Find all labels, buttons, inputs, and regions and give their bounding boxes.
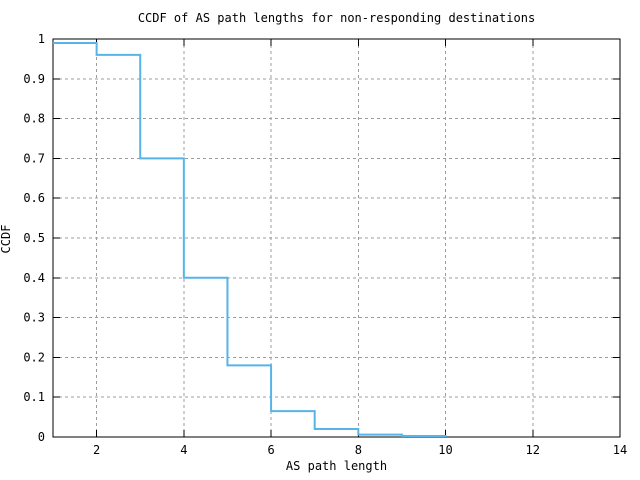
y-tick-label: 1 xyxy=(38,32,45,46)
chart-title: CCDF of AS path lengths for non-respondi… xyxy=(137,11,536,25)
y-tick-label: 0.5 xyxy=(23,231,45,245)
ccdf-step-line xyxy=(53,41,447,438)
y-tick-label: 0.2 xyxy=(23,350,45,364)
x-tick-label: 2 xyxy=(93,443,100,457)
y-tick-label: 0 xyxy=(38,430,45,444)
x-tick-label: 10 xyxy=(438,443,452,457)
y-tick-label: 0.1 xyxy=(23,390,45,404)
y-tick-label: 0.6 xyxy=(23,191,45,205)
x-tick-label: 6 xyxy=(267,443,274,457)
y-tick-label: 0.9 xyxy=(23,72,45,86)
y-tick-label: 0.4 xyxy=(23,271,45,285)
x-tick-label: 12 xyxy=(526,443,540,457)
x-tick-label: 14 xyxy=(613,443,627,457)
y-tick-label: 0.8 xyxy=(23,112,45,126)
y-tick-label: 0.3 xyxy=(23,311,45,325)
x-tick-label: 8 xyxy=(355,443,362,457)
x-tick-label: 4 xyxy=(180,443,187,457)
x-axis-title: AS path length xyxy=(285,459,388,473)
y-tick-label: 0.7 xyxy=(23,151,45,165)
